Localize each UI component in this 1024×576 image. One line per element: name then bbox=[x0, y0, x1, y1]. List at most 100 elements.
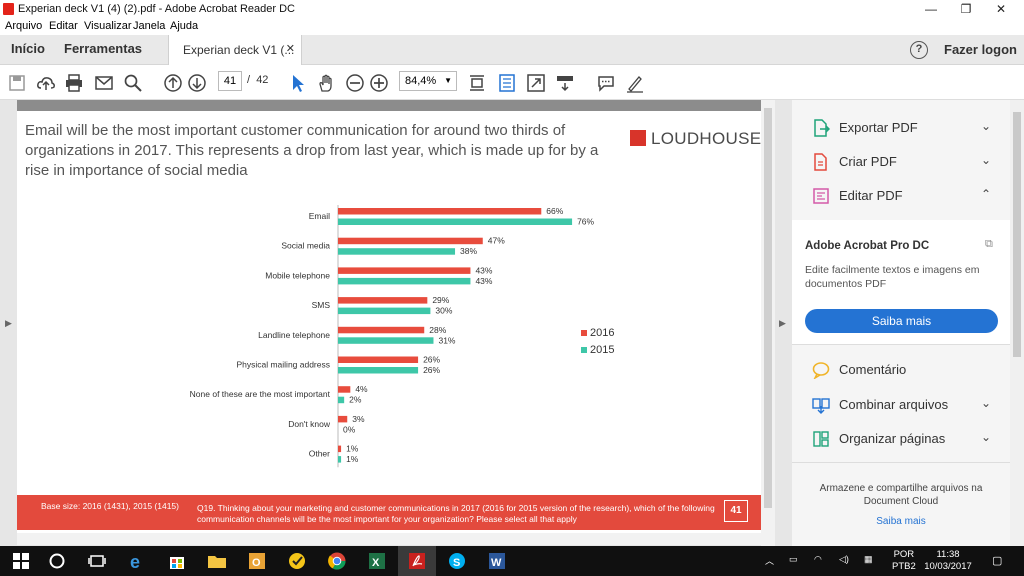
svg-text:W: W bbox=[491, 557, 502, 569]
windows-start-icon[interactable] bbox=[10, 550, 32, 572]
fullscreen-icon[interactable] bbox=[526, 73, 546, 93]
title-bar: Experian deck V1 (4) (2).pdf - Adobe Acr… bbox=[0, 0, 1024, 19]
chevron-down-icon: ▼ bbox=[444, 76, 452, 85]
search-icon[interactable] bbox=[123, 73, 143, 93]
keyboard-icon[interactable]: ▦ bbox=[864, 554, 873, 564]
data-label-2016: 43% bbox=[475, 265, 492, 275]
word-icon[interactable]: W bbox=[486, 550, 508, 572]
bar-2015 bbox=[338, 367, 419, 374]
organize-pages-label: Organizar páginas bbox=[839, 431, 946, 446]
chrome-icon[interactable] bbox=[326, 550, 348, 572]
help-icon[interactable]: ? bbox=[910, 41, 928, 59]
skype-icon[interactable]: S bbox=[446, 550, 468, 572]
hand-tool-icon[interactable] bbox=[316, 73, 336, 93]
excel-icon[interactable]: X bbox=[366, 550, 388, 572]
export-pdf-label: Exportar PDF bbox=[839, 120, 918, 135]
copy-icon[interactable]: ⧉ bbox=[985, 238, 993, 250]
combine-files-item[interactable]: Combinar arquivos ⌄ bbox=[792, 391, 1010, 419]
tab-home[interactable]: Início bbox=[11, 41, 45, 56]
data-label-2015: 30% bbox=[435, 306, 452, 316]
create-pdf-item[interactable]: Criar PDF ⌄ bbox=[792, 148, 1010, 176]
page-number-input[interactable]: 41 bbox=[218, 71, 242, 91]
maximize-button[interactable]: ❐ bbox=[960, 2, 972, 16]
category-label: Social media bbox=[281, 241, 330, 251]
zoom-out-icon[interactable] bbox=[345, 73, 365, 93]
email-icon[interactable] bbox=[94, 73, 114, 93]
comment-icon[interactable] bbox=[596, 73, 616, 93]
export-pdf-item[interactable]: Exportar PDF ⌄ bbox=[792, 114, 1010, 142]
page-count: / 42 bbox=[247, 74, 268, 86]
edit-pdf-item[interactable]: Editar PDF ⌃ bbox=[792, 182, 1010, 210]
bar-2015 bbox=[338, 307, 431, 315]
edge-icon[interactable]: e bbox=[126, 550, 148, 572]
acrobat-taskbar-icon[interactable] bbox=[406, 550, 428, 572]
store-icon[interactable] bbox=[166, 550, 188, 572]
upload-cloud-icon[interactable] bbox=[36, 73, 56, 93]
tab-tools[interactable]: Ferramentas bbox=[64, 41, 143, 56]
sign-icon[interactable] bbox=[625, 73, 645, 93]
login-button[interactable]: Fazer logon bbox=[944, 42, 1017, 57]
volume-icon[interactable]: ◁) bbox=[839, 554, 849, 564]
menu-arquivo[interactable]: Arquivo bbox=[5, 20, 43, 32]
learn-more-link[interactable]: Saiba mais bbox=[876, 516, 926, 527]
tab-document[interactable]: Experian deck V1 (... ✕ bbox=[168, 35, 302, 66]
cortana-icon[interactable] bbox=[46, 550, 68, 572]
tools-pane-scroll-thumb[interactable] bbox=[1013, 112, 1021, 357]
menu-visualizar[interactable]: Visualizar bbox=[84, 20, 132, 32]
previous-page-icon[interactable] bbox=[163, 73, 183, 93]
scroll-mode-icon[interactable] bbox=[497, 73, 517, 93]
language-code: POR bbox=[893, 549, 915, 560]
create-pdf-icon bbox=[814, 153, 827, 171]
left-panel-toggle-icon[interactable]: ▶ bbox=[5, 318, 12, 328]
horizontal-scrollbar[interactable] bbox=[17, 533, 761, 545]
language-indicator[interactable]: POR PTB2 bbox=[892, 549, 916, 573]
menu-janela[interactable]: Janela bbox=[133, 20, 166, 32]
data-label-2015: 1% bbox=[346, 454, 359, 464]
tools-pane: Exportar PDF ⌄ Criar PDF ⌄ Editar PDF ⌃ … bbox=[792, 100, 1010, 546]
acrobat-icon bbox=[3, 3, 14, 15]
battery-icon[interactable]: ▭ bbox=[789, 554, 798, 564]
data-label-2016: 29% bbox=[432, 295, 449, 305]
learn-more-button[interactable]: Saiba mais bbox=[805, 309, 998, 333]
select-cursor-icon[interactable] bbox=[288, 73, 308, 93]
minimize-button[interactable]: — bbox=[925, 2, 937, 16]
organize-pages-item[interactable]: Organizar páginas ⌄ bbox=[792, 425, 1010, 453]
close-tab-icon[interactable]: ✕ bbox=[285, 43, 295, 55]
tools-pane-scrollbar[interactable] bbox=[1010, 100, 1024, 546]
norton-icon[interactable] bbox=[286, 550, 308, 572]
menu-ajuda[interactable]: Ajuda bbox=[170, 20, 199, 32]
fit-page-icon[interactable] bbox=[467, 73, 487, 93]
zoom-select[interactable]: 84,4% ▼ bbox=[399, 71, 457, 91]
bar-2016 bbox=[338, 267, 471, 274]
wifi-icon[interactable]: ◠ bbox=[814, 554, 822, 564]
legend-swatch-2016 bbox=[581, 330, 587, 336]
comment-item[interactable]: Comentário bbox=[792, 356, 1010, 384]
file-explorer-icon[interactable] bbox=[206, 550, 228, 572]
taskbar: e O X S W ︿ ▭ ◠ ◁) ▦ POR PTB2 11:38 10/03/… bbox=[0, 546, 1024, 576]
category-label: SMS bbox=[312, 300, 331, 310]
slide-number: 41 bbox=[724, 500, 748, 522]
chevron-down-icon: ⌄ bbox=[981, 396, 992, 410]
print-icon[interactable] bbox=[64, 73, 84, 93]
save-icon[interactable] bbox=[7, 73, 27, 93]
notifications-icon[interactable]: ▢ bbox=[992, 555, 1003, 567]
bar-2016 bbox=[338, 445, 342, 453]
read-mode-icon[interactable] bbox=[555, 73, 575, 93]
toolbar bbox=[0, 65, 1024, 100]
zoom-in-icon[interactable] bbox=[369, 73, 389, 93]
next-page-icon[interactable] bbox=[187, 73, 207, 93]
data-label-2015: 0% bbox=[343, 424, 356, 434]
clock[interactable]: 11:38 10/03/2017 bbox=[919, 549, 977, 573]
document-scrollbar[interactable] bbox=[761, 100, 775, 546]
menu-editar[interactable]: Editar bbox=[49, 20, 78, 32]
right-panel-toggle-icon[interactable]: ▶ bbox=[779, 318, 786, 328]
document-scroll-thumb[interactable] bbox=[764, 108, 772, 508]
bar-2015 bbox=[338, 396, 345, 404]
show-hidden-icons-icon[interactable]: ︿ bbox=[765, 556, 775, 566]
chevron-up-icon: ⌃ bbox=[981, 187, 992, 201]
close-window-button[interactable]: ✕ bbox=[995, 2, 1007, 16]
outlook-icon[interactable]: O bbox=[246, 550, 268, 572]
task-view-icon[interactable] bbox=[86, 550, 108, 572]
divider bbox=[792, 462, 1010, 463]
bar-2016 bbox=[338, 326, 425, 334]
